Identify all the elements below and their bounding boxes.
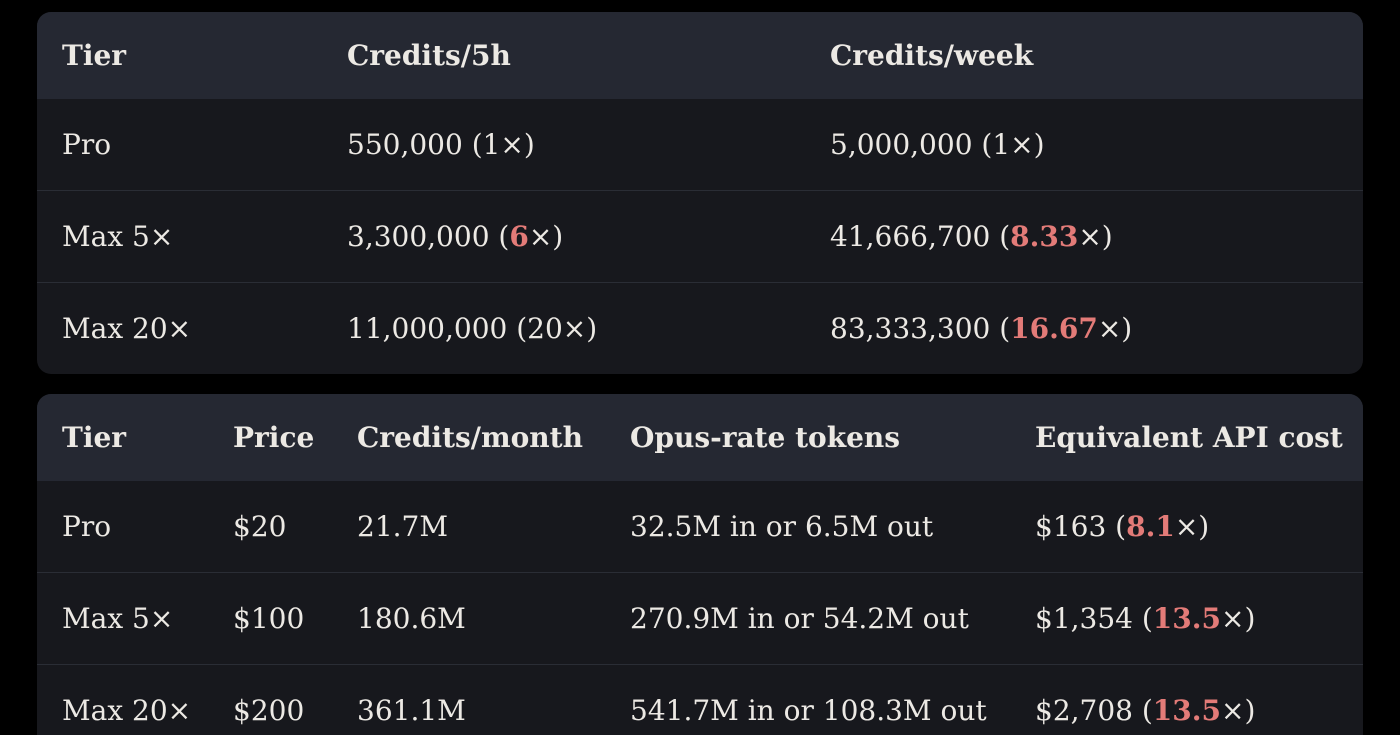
cell-text: 541.7M in or 108.3M out — [630, 694, 987, 727]
table-row: Max 5× $100 180.6M 270.9M in or 54.2M out $1… — [37, 572, 1363, 665]
table-cell: 32.5M in or 6.5M out — [630, 481, 1035, 573]
table-cell: $1,354 (13.5×) — [1035, 572, 1363, 665]
cell-text: 270.9M in or 54.2M out — [630, 602, 969, 635]
cell-text: 21.7M — [357, 510, 449, 543]
pricing-table-header: Tier Price Credits/month Opus-rate tokens Eq… — [37, 394, 1363, 481]
cell-text: $20 — [233, 510, 287, 543]
credit-limits-table: Tier Credits/5h Credits/week Pro 550,000 (1… — [37, 12, 1363, 374]
table-cell: 21.7M — [357, 481, 630, 573]
table-cell: 270.9M in or 54.2M out — [630, 572, 1035, 665]
cell-text: 83,333,300 ( — [830, 312, 1011, 345]
column-header: Price — [233, 394, 357, 481]
multiplier-accent: 16.67 — [1010, 312, 1098, 345]
table-cell: Pro — [37, 481, 233, 573]
cell-text: Max 20× — [62, 312, 192, 345]
cell-text: ×) — [1097, 312, 1133, 345]
multiplier-accent: 13.5 — [1152, 694, 1221, 727]
column-header: Credits/month — [357, 394, 630, 481]
credit-limits-table-card: Tier Credits/5h Credits/week Pro 550,000 (1… — [37, 12, 1363, 374]
table-row: Pro 550,000 (1×) 5,000,000 (1×) — [37, 99, 1363, 191]
pricing-table-card: Tier Price Credits/month Opus-rate tokens Eq… — [37, 394, 1363, 735]
table-cell: Max 20× — [37, 664, 233, 735]
header-row: Tier Credits/5h Credits/week — [37, 12, 1363, 99]
header-row: Tier Price Credits/month Opus-rate tokens Eq… — [37, 394, 1363, 481]
cell-text: $163 ( — [1035, 510, 1127, 543]
cell-text: 41,666,700 ( — [830, 220, 1011, 253]
multiplier-accent: 6 — [509, 220, 529, 253]
cell-text: Max 5× — [62, 602, 174, 635]
cell-text: ×) — [528, 220, 564, 253]
table-cell: Pro — [37, 99, 347, 191]
cell-text: 361.1M — [357, 694, 466, 727]
multiplier-accent: 13.5 — [1152, 602, 1221, 635]
table-cell: 541.7M in or 108.3M out — [630, 664, 1035, 735]
table-cell: 550,000 (1×) — [347, 99, 830, 191]
table-cell: Max 5× — [37, 572, 233, 665]
table-cell: Max 20× — [37, 282, 347, 374]
table-row: Max 5× 3,300,000 (6×) 41,666,700 (8.33×) — [37, 190, 1363, 283]
credit-limits-table-body: Pro 550,000 (1×) 5,000,000 (1×) Max 5× 3,300… — [37, 99, 1363, 374]
cell-text: $1,354 ( — [1035, 602, 1153, 635]
table-cell: 3,300,000 (6×) — [347, 190, 830, 283]
table-cell: 41,666,700 (8.33×) — [830, 190, 1363, 283]
table-cell: $20 — [233, 481, 357, 573]
cell-text: ×) — [1221, 694, 1256, 727]
cell-text: Pro — [62, 510, 112, 543]
table-cell: $200 — [233, 664, 357, 735]
table-cell: $163 (8.1×) — [1035, 481, 1363, 573]
table-cell: 5,000,000 (1×) — [830, 99, 1363, 191]
column-header: Credits/5h — [347, 12, 830, 99]
table-cell: $2,708 (13.5×) — [1035, 664, 1363, 735]
table-cell: $100 — [233, 572, 357, 665]
table-cell: Max 5× — [37, 190, 347, 283]
column-header: Equivalent API cost — [1035, 394, 1363, 481]
table-cell: 361.1M — [357, 664, 630, 735]
table-cell: 11,000,000 (20×) — [347, 282, 830, 374]
cell-text: 3,300,000 ( — [347, 220, 510, 253]
pricing-table: Tier Price Credits/month Opus-rate tokens Eq… — [37, 394, 1363, 735]
cell-text: 11,000,000 (20×) — [347, 312, 598, 345]
column-header: Opus-rate tokens — [630, 394, 1035, 481]
cell-text: $100 — [233, 602, 305, 635]
cell-text: ×) — [1078, 220, 1113, 253]
cell-text: $200 — [233, 694, 305, 727]
cell-text: 550,000 (1×) — [347, 128, 535, 161]
table-cell: 83,333,300 (16.67×) — [830, 282, 1363, 374]
table-row: Max 20× 11,000,000 (20×) 83,333,300 (16.67… — [37, 282, 1363, 374]
multiplier-accent: 8.1 — [1126, 510, 1175, 543]
cell-text: ×) — [1221, 602, 1256, 635]
cell-text: Max 5× — [62, 220, 174, 253]
cell-text: Pro — [62, 128, 112, 161]
credit-limits-table-header: Tier Credits/5h Credits/week — [37, 12, 1363, 99]
table-row: Pro $20 21.7M 32.5M in or 6.5M out $163 (8.1… — [37, 481, 1363, 573]
table-cell: 180.6M — [357, 572, 630, 665]
multiplier-accent: 8.33 — [1010, 220, 1079, 253]
pricing-table-body: Pro $20 21.7M 32.5M in or 6.5M out $163 (8.1… — [37, 481, 1363, 735]
column-header: Tier — [37, 394, 233, 481]
cell-text: ×) — [1174, 510, 1210, 543]
table-row: Max 20× $200 361.1M 541.7M in or 108.3M out… — [37, 664, 1363, 735]
column-header: Credits/week — [830, 12, 1363, 99]
cell-text: Max 20× — [62, 694, 192, 727]
cell-text: 5,000,000 (1×) — [830, 128, 1045, 161]
column-header: Tier — [37, 12, 347, 99]
cell-text: 180.6M — [357, 602, 466, 635]
cell-text: $2,708 ( — [1035, 694, 1153, 727]
cell-text: 32.5M in or 6.5M out — [630, 510, 934, 543]
